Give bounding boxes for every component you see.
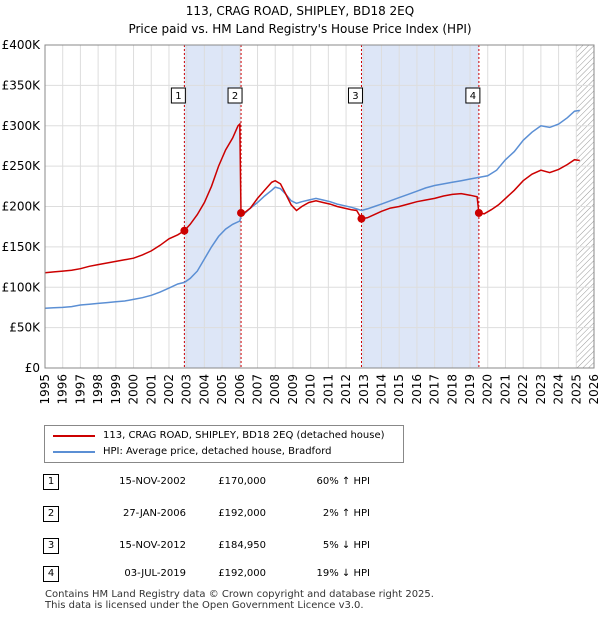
axes: £0 £50K £100K £150K £200K £250K £300K £350K £400… (2, 38, 600, 405)
table-row: 1 15-NOV-2002 £170,000 60% ↑ HPI (0, 472, 600, 492)
sale-price: £192,000 (218, 508, 266, 519)
y-tick-label: £400K (2, 38, 42, 52)
table-row: 4 03-JUL-2019 £192,000 19% ↓ HPI (0, 564, 600, 584)
legend-swatch-red (53, 435, 95, 437)
legend-swatch-blue (53, 451, 95, 453)
y-tick-label: £250K (2, 159, 42, 173)
sale-point-2 (237, 208, 246, 217)
sale-price: £184,950 (218, 540, 266, 551)
sale-hpi-diff: 19% ↓ HPI (316, 568, 370, 579)
chart-subtitle: Price paid vs. HM Land Registry's House … (128, 22, 471, 36)
x-tick-label: 2016 (410, 374, 424, 405)
x-tick-label: 2014 (374, 374, 388, 405)
table-row: 3 15-NOV-2012 £184,950 5% ↓ HPI (0, 536, 600, 556)
footer-copyright: Contains HM Land Registry data © Crown c… (45, 589, 434, 600)
sale-label-text: 2 (232, 91, 238, 102)
sale-date: 15-NOV-2012 (119, 540, 186, 551)
x-tick-label: 2007 (251, 374, 265, 405)
sale-price: £192,000 (218, 568, 266, 579)
x-tick-label: 2021 (498, 374, 512, 405)
x-tick-label: 2004 (197, 374, 211, 405)
x-tick-label: 1999 (109, 374, 123, 405)
x-tick-label: 2026 (587, 374, 600, 405)
x-tick-label: 1997 (73, 374, 87, 405)
x-tick-label: 2003 (180, 374, 194, 405)
y-tick-label: £300K (2, 119, 42, 133)
x-tick-label: 2000 (127, 374, 141, 405)
x-tick-label: 2002 (162, 374, 176, 405)
x-tick-label: 2019 (463, 374, 477, 405)
table-row: 2 27-JAN-2006 £192,000 2% ↑ HPI (0, 504, 600, 524)
sale-label-box (227, 87, 243, 104)
legend: 113, CRAG ROAD, SHIPLEY, BD18 2EQ (detac… (44, 425, 404, 463)
sale-point-4 (474, 208, 483, 217)
y-tick-label: £350K (2, 78, 42, 92)
x-tick-label: 2018 (445, 374, 459, 405)
plot-frame (44, 44, 595, 369)
x-tick-label: 1998 (91, 374, 105, 405)
sale-label-text: 3 (352, 91, 358, 102)
sale-number: 2 (43, 506, 59, 522)
x-tick-label: 2008 (268, 374, 282, 405)
sale-date: 27-JAN-2006 (122, 508, 186, 519)
legend-item-property: 113, CRAG ROAD, SHIPLEY, BD18 2EQ (detac… (53, 428, 393, 444)
sale-label-4: 4 (465, 87, 481, 104)
sale-hpi-diff: 2% ↑ HPI (322, 508, 370, 519)
sale-label-text: 1 (175, 91, 181, 102)
x-tick-label: 2012 (339, 374, 353, 405)
sale-label-1: 1 (170, 87, 186, 104)
x-tick-label: 2013 (357, 374, 371, 405)
x-tick-label: 2006 (233, 374, 247, 405)
sale-label-box (465, 87, 481, 104)
y-tick-label: £50K (9, 321, 41, 335)
price-chart: 113, CRAG ROAD, SHIPLEY, BD18 2EQ Price … (2, 4, 600, 405)
sale-number: 4 (43, 566, 59, 582)
sale-hpi-diff: 60% ↑ HPI (316, 476, 370, 487)
x-tick-label: 2001 (144, 374, 158, 405)
x-tick-label: 2005 (215, 374, 229, 405)
sale-point-3 (357, 214, 366, 223)
x-tick-label: 1995 (38, 374, 52, 405)
x-tick-label: 2020 (481, 374, 495, 405)
x-tick-label: 2011 (321, 374, 335, 405)
sale-hpi-diff: 5% ↓ HPI (322, 540, 370, 551)
y-tick-label: £100K (2, 280, 42, 294)
sale-price: £170,000 (218, 476, 266, 487)
x-tick-label: 2023 (534, 374, 548, 405)
footer-licence: This data is licensed under the Open Gov… (45, 600, 364, 611)
x-tick-label: 2010 (304, 374, 318, 405)
x-tick-label: 1996 (56, 374, 70, 405)
legend-item-hpi: HPI: Average price, detached house, Brad… (53, 444, 393, 460)
y-tick-label: £200K (2, 200, 42, 214)
x-tick-label: 2017 (428, 374, 442, 405)
footer: Contains HM Land Registry data © Crown c… (45, 589, 434, 611)
sale-label-box (347, 87, 363, 104)
sale-date: 03-JUL-2019 (124, 568, 186, 579)
sale-number: 3 (43, 538, 59, 554)
sale-label-box (170, 87, 186, 104)
series-line-hpi (44, 109, 580, 309)
sale-label-text: 4 (470, 91, 476, 102)
y-tick-label: £150K (2, 240, 42, 254)
legend-label-property: 113, CRAG ROAD, SHIPLEY, BD18 2EQ (detac… (103, 430, 385, 441)
x-tick-label: 2015 (392, 374, 406, 405)
x-tick-label: 2009 (286, 374, 300, 405)
x-tick-label: 2025 (569, 374, 583, 405)
x-tick-label: 2024 (552, 374, 566, 405)
sale-markers: 1 2 3 4 (170, 87, 483, 235)
sale-point-1 (180, 226, 189, 235)
sale-label-2: 2 (227, 87, 243, 104)
sale-date: 15-NOV-2002 (119, 476, 186, 487)
sale-number: 1 (43, 474, 59, 490)
x-tick-label: 2022 (516, 374, 530, 405)
y-tick-label: £0 (25, 361, 40, 375)
sale-label-3: 3 (347, 87, 363, 104)
chart-title: 113, CRAG ROAD, SHIPLEY, BD18 2EQ (186, 4, 414, 18)
legend-label-hpi: HPI: Average price, detached house, Brad… (103, 446, 332, 457)
